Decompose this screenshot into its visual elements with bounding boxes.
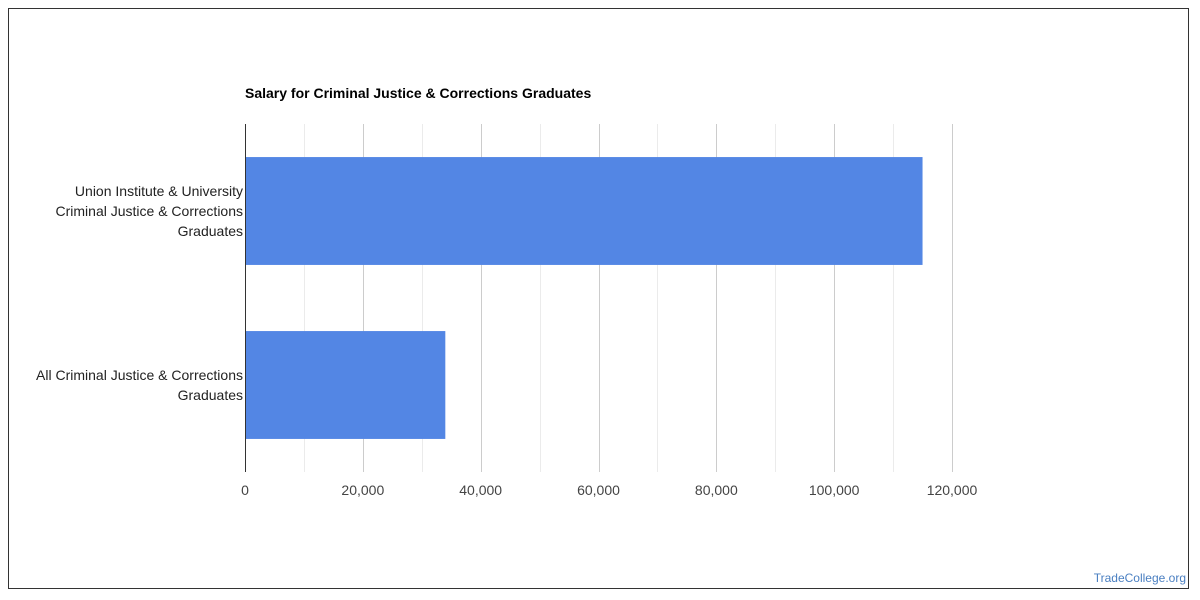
- category-label-line: Criminal Justice & Corrections: [56, 203, 244, 219]
- category-label-line: Graduates: [178, 387, 243, 403]
- category-label-line: Graduates: [178, 223, 243, 239]
- x-tick-label: 80,000: [695, 482, 738, 498]
- x-tick-label: 120,000: [927, 482, 978, 498]
- x-tick-labels: 0 20,000 40,000 60,000 80,000 100,000 120,000: [241, 482, 977, 498]
- x-tick-label: 0: [241, 482, 249, 498]
- x-tick-label: 60,000: [577, 482, 620, 498]
- category-label: Union Institute & University Criminal Jus…: [56, 183, 244, 239]
- category-labels: Union Institute & University Criminal Jus…: [36, 183, 243, 403]
- x-tick-label: 20,000: [341, 482, 384, 498]
- x-tick-label: 100,000: [809, 482, 860, 498]
- chart-title: Salary for Criminal Justice & Correction…: [245, 85, 592, 101]
- bar: [245, 331, 446, 439]
- category-label-line: All Criminal Justice & Corrections: [36, 367, 243, 383]
- watermark-link[interactable]: TradeCollege.org: [1093, 571, 1186, 585]
- x-tick-label: 40,000: [459, 482, 502, 498]
- category-label-line: Union Institute & University: [75, 183, 243, 199]
- bar: [245, 157, 923, 265]
- chart-frame: [8, 8, 1189, 589]
- bars: [245, 157, 923, 439]
- category-label: All Criminal Justice & Corrections Gradua…: [36, 367, 243, 403]
